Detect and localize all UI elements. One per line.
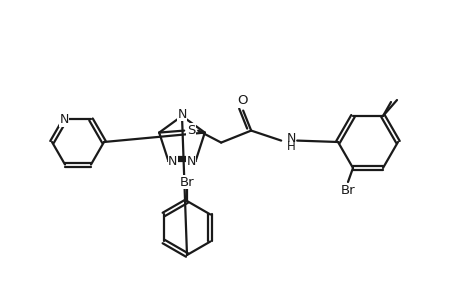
Text: N: N — [186, 155, 196, 168]
Text: S: S — [186, 124, 195, 137]
Text: Br: Br — [340, 184, 354, 197]
Text: N: N — [168, 155, 177, 168]
Text: O: O — [236, 94, 247, 107]
Text: N: N — [286, 132, 295, 145]
Text: Br: Br — [179, 176, 194, 188]
Text: H: H — [286, 140, 295, 153]
Text: N: N — [177, 107, 186, 121]
Text: N: N — [59, 113, 68, 126]
